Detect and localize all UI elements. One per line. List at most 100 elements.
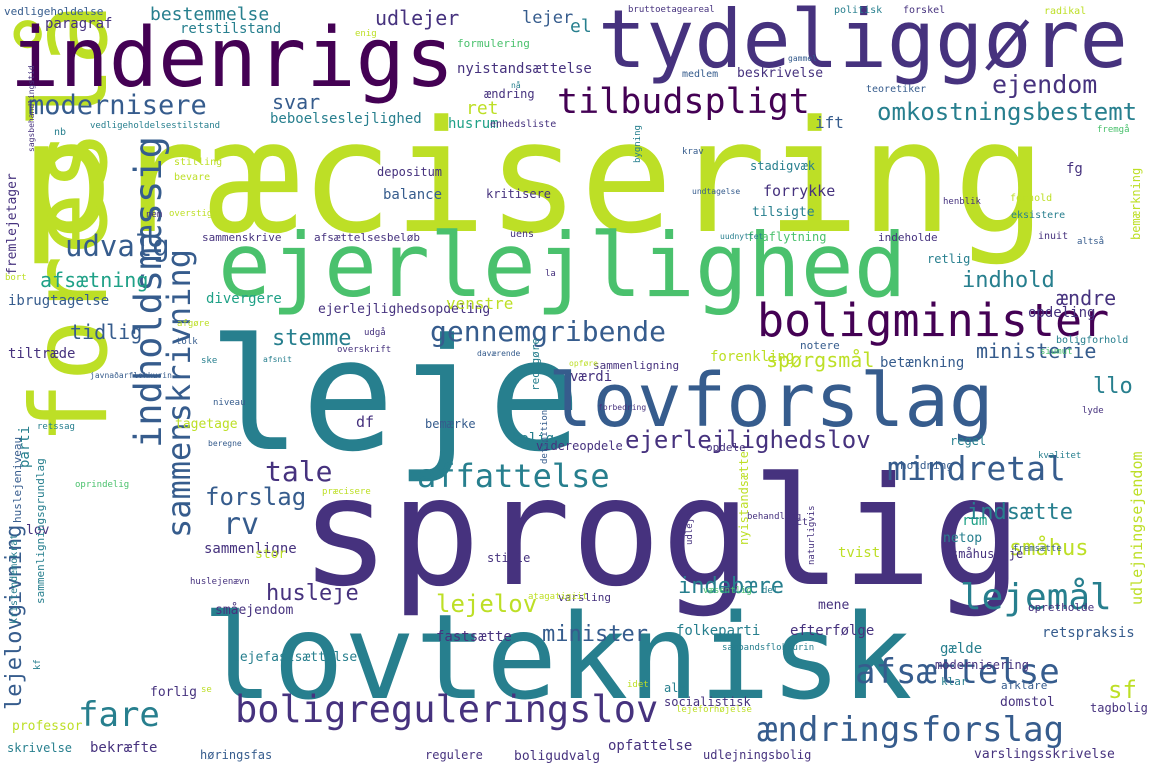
word-afsnit: afsnit	[263, 355, 292, 364]
word-stadigvaek: stadigvæk	[750, 159, 816, 173]
word-netop: netop	[943, 531, 983, 546]
word-bevare: bevare	[174, 172, 211, 183]
word-beregne: beregne	[208, 439, 242, 448]
word-idet: idet	[627, 680, 649, 690]
word-leje: leje	[208, 305, 582, 486]
word-boligforhold: boligforhold	[1056, 335, 1129, 346]
word-domstol: domstol	[1000, 695, 1055, 710]
word-bestemmelse: bestemmelse	[150, 4, 270, 25]
word-tagetage: tagetage	[175, 417, 238, 432]
word-husrum: husrum	[448, 116, 499, 132]
word-gennemgribende: gennemgribende	[430, 315, 667, 348]
word-regel: regel	[950, 434, 987, 448]
word-lovforslag: lovforslag	[548, 358, 994, 444]
word-boligudvalg: boligudvalg	[514, 749, 601, 764]
word-tvist: tvist	[838, 545, 881, 561]
word-bekraefte: bekræfte	[90, 740, 158, 756]
word-regulere: regulere	[425, 748, 483, 762]
word-stille: stille	[487, 551, 531, 565]
word-sproglig: sproglig	[300, 446, 1023, 620]
word-forbedring: forbedring	[598, 403, 647, 412]
word-medlem: medlem	[682, 69, 719, 80]
word-vaesentlig: væsentlig	[703, 586, 752, 596]
word-kf: kf	[33, 659, 43, 670]
word-nyistandsaette: nyistandsætte	[737, 451, 751, 545]
word-sammenligningsgrundlag: sammenligningsgrundlag	[34, 458, 47, 604]
word-smaejendom: småejendom	[215, 603, 294, 618]
word-uudnyttet: uudnyttet	[720, 232, 764, 241]
word-praecisere: præcisere	[322, 487, 371, 497]
word-nyistandsaettelse: nyistandsættelse	[457, 61, 592, 77]
word-henblik: henblik	[943, 197, 981, 207]
word-retstilstand: retstilstand	[180, 21, 282, 37]
word-skrivelse: skrivelse	[7, 741, 73, 755]
word-boligminister: boligminister	[757, 294, 1110, 347]
word-fremga: fremgå	[1097, 125, 1130, 135]
word-sf: sf	[1108, 676, 1137, 704]
word-sambandsflokkurin: sambandsflokkurin	[722, 643, 815, 653]
word-varslingsskrivelse: varslingsskrivelse	[974, 747, 1115, 762]
word-opfore: opføre	[569, 359, 598, 368]
word-atagatigiit: atagatigiit	[528, 592, 588, 602]
word-krav: krav	[682, 147, 704, 157]
word-overskrift: overskrift	[337, 345, 392, 355]
word-aendringsforslag: ændringsforslag	[757, 710, 1065, 750]
word-indhold: indhold	[962, 268, 1055, 293]
word-definition: definition	[540, 409, 550, 464]
word-afsaettelse: afsættelse	[855, 652, 1060, 692]
word-davaerende: daværende	[477, 349, 521, 358]
word-fg: fg	[1066, 161, 1083, 177]
word-fare: fare	[78, 695, 160, 735]
word-niveau: niveau	[213, 398, 246, 408]
word-vedligeholdelsestilstand: vedligeholdelsestilstand	[90, 121, 221, 131]
word-affattelse: affattelse	[417, 457, 610, 495]
word-opretholde: opretholde	[1028, 601, 1095, 614]
word-rv: rv	[223, 507, 260, 542]
word-bolig: bolig	[512, 431, 555, 447]
word-notere: notere	[800, 339, 840, 352]
word-fastsaette: fastsætte	[436, 629, 512, 645]
word-ske: ske	[201, 356, 218, 366]
word-vaerdi: værdi	[570, 369, 613, 385]
word-bygning: bygning	[633, 125, 643, 163]
word-lov: lov	[26, 523, 50, 538]
word-tidlig: tidlig	[70, 320, 143, 344]
word-lejer: lejer	[522, 8, 574, 28]
word-stor: stor	[255, 547, 287, 562]
word-smahus: småhus	[1009, 536, 1089, 561]
word-ale: ale	[664, 681, 686, 695]
word-holdning: holdning	[900, 459, 953, 472]
word-vedligeholdelse: vedligeholdelse	[4, 5, 104, 18]
word-horingsfas: høringsfas	[200, 748, 273, 762]
word-mindretal: mindretal	[887, 449, 1066, 488]
word-redegore: redegøre	[529, 338, 542, 391]
word-rum: rum	[962, 513, 988, 529]
word-overstige: overstige	[169, 209, 218, 219]
word-gaelde: gælde	[940, 641, 983, 657]
word-retlig: retlig	[927, 252, 971, 266]
word-sammenligning: sammenligning	[593, 359, 680, 372]
word-betaenkning: betænkning	[880, 355, 965, 371]
word-bemaerke: bemærke	[425, 417, 476, 431]
word-afklare: afklare	[1001, 679, 1048, 692]
word-naturligvis: naturligvis	[807, 505, 817, 565]
word-ejerlejlighedsopdeling: ejerlejlighedsopdeling	[318, 302, 491, 317]
word-ejendom: ejendom	[992, 70, 1098, 99]
word-sammenskrive: sammenskrive	[202, 231, 282, 244]
word-lejefastsaettelse: lejefastsættelse	[232, 650, 358, 665]
word-tydeliggore: tydeliggøre	[598, 0, 1128, 86]
word-lovteknisk: lovteknisk	[202, 588, 913, 726]
word-divergere: divergere	[206, 291, 282, 307]
word-tilbudspligt: tilbudspligt	[557, 82, 810, 122]
word-fraflytning: fraflytning	[747, 230, 827, 244]
word-svar: svar	[272, 90, 321, 114]
word-eksistere: eksistere	[1011, 210, 1066, 221]
word-lejemal: lejemål	[960, 577, 1112, 618]
word-beboelseslejlighed: beboelseslejlighed	[270, 111, 422, 127]
word-praecisering: præcisering	[20, 87, 1047, 268]
word-fremlejetager: fremlejetager	[5, 173, 20, 275]
word-huslejeniveau: huslejeniveau	[11, 436, 24, 523]
word-venstre: venstre	[446, 294, 514, 313]
word-politisk: politisk	[834, 5, 883, 16]
